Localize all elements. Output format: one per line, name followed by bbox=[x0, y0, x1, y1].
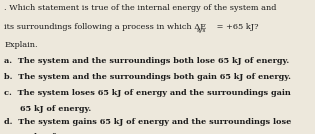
Text: = +65 kJ?: = +65 kJ? bbox=[214, 23, 258, 31]
Text: a.  The system and the surroundings both lose 65 kJ of energy.: a. The system and the surroundings both … bbox=[4, 57, 289, 65]
Text: . Which statement is true of the internal energy of the system and: . Which statement is true of the interna… bbox=[4, 4, 277, 12]
Text: its surroundings following a process in which ΔE: its surroundings following a process in … bbox=[4, 23, 206, 31]
Text: d.  The system gains 65 kJ of energy and the surroundings lose: d. The system gains 65 kJ of energy and … bbox=[4, 118, 291, 126]
Text: sys: sys bbox=[196, 28, 206, 33]
Text: b.  The system and the surroundings both gain 65 kJ of energy.: b. The system and the surroundings both … bbox=[4, 73, 291, 81]
Text: 65 kJ of energy.: 65 kJ of energy. bbox=[20, 105, 92, 113]
Text: c.  The system loses 65 kJ of energy and the surroundings gain: c. The system loses 65 kJ of energy and … bbox=[4, 89, 291, 97]
Text: Explain.: Explain. bbox=[4, 41, 38, 49]
Text: 65 kJ of energy.: 65 kJ of energy. bbox=[20, 133, 92, 134]
